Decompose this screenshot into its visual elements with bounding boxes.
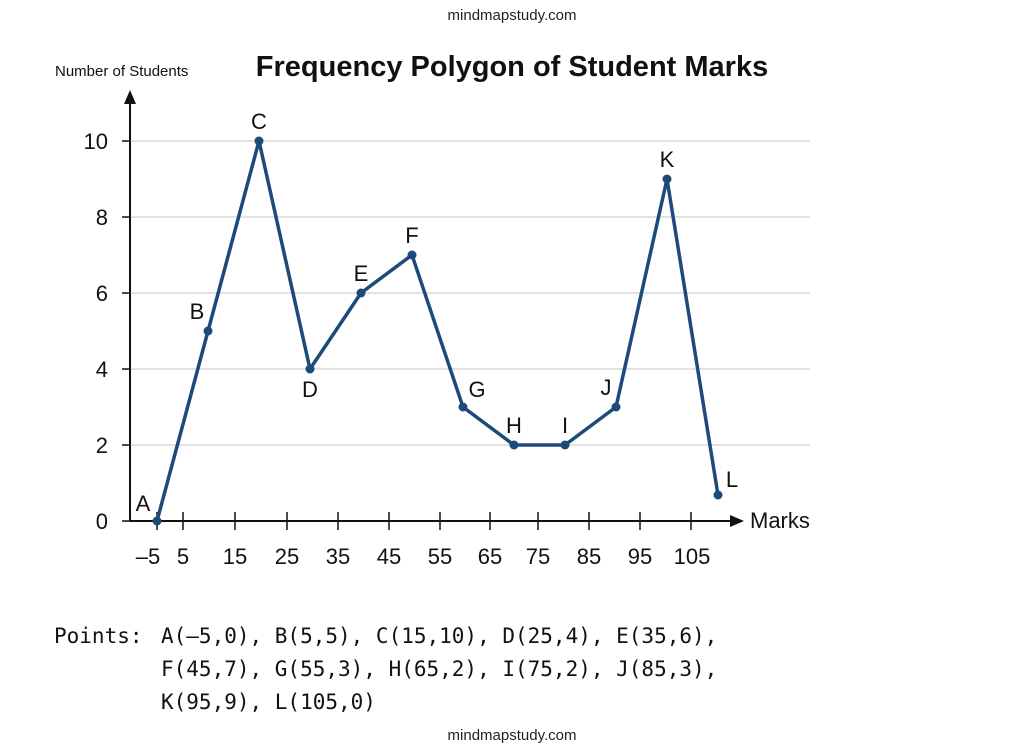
- grid-lines: [130, 140, 810, 446]
- points-caption-row: F(45,7), G(55,3), H(65,2), I(75,2), J(85…: [54, 653, 717, 686]
- x-tick-label: –5: [136, 544, 160, 569]
- points-caption-line: A(–5,0), B(5,5), C(15,10), D(25,4), E(35…: [161, 624, 718, 648]
- points-caption-row: K(95,9), L(105,0): [54, 686, 717, 719]
- watermark-top: mindmapstudy.com: [447, 7, 577, 24]
- x-tick-label: 5: [177, 544, 189, 569]
- y-axis-label: Number of Students: [55, 63, 188, 80]
- x-tick-label: 95: [628, 544, 652, 569]
- point-label-l: L: [726, 467, 738, 492]
- point-label-d: D: [302, 377, 318, 402]
- data-point-b: [203, 326, 213, 336]
- chart-title: Frequency Polygon of Student Marks: [256, 51, 768, 83]
- points-caption-row: Points: A(–5,0), B(5,5), C(15,10), D(25,4…: [54, 620, 717, 653]
- data-point-g: [458, 402, 468, 412]
- x-tick-label: 45: [377, 544, 401, 569]
- point-label-k: K: [660, 147, 675, 172]
- data-point-e: [356, 288, 366, 298]
- data-point-f: [407, 250, 417, 260]
- x-tick-label: 75: [526, 544, 550, 569]
- point-label-c: C: [251, 109, 267, 134]
- x-tick-label: 65: [478, 544, 502, 569]
- y-tick-label: 0: [96, 509, 108, 534]
- point-label-g: G: [468, 377, 485, 402]
- y-axis-arrow: [124, 90, 136, 104]
- data-series: [152, 136, 723, 526]
- watermark-bottom: mindmapstudy.com: [447, 727, 577, 744]
- y-tick-label: 2: [96, 433, 108, 458]
- point-label-j: J: [601, 375, 612, 400]
- x-axis-arrow: [730, 515, 744, 527]
- points-caption: Points: A(–5,0), B(5,5), C(15,10), D(25,4…: [54, 620, 717, 719]
- x-axis-label: Marks: [750, 508, 810, 533]
- points-caption-label: Points:: [54, 624, 143, 648]
- points-caption-line: K(95,9), L(105,0): [161, 690, 376, 714]
- x-tick-label: 85: [577, 544, 601, 569]
- x-tick-label: 25: [275, 544, 299, 569]
- x-tick-label: 55: [428, 544, 452, 569]
- point-label-a: A: [136, 491, 151, 516]
- series-line: [155, 139, 720, 523]
- data-point-h: [509, 440, 519, 450]
- point-label-b: B: [190, 299, 205, 324]
- x-tick-label: 15: [223, 544, 247, 569]
- data-point-j: [611, 402, 621, 412]
- point-label-h: H: [506, 413, 522, 438]
- data-point-c: [254, 136, 264, 146]
- y-tick-label: 10: [84, 129, 108, 154]
- data-point-d: [305, 364, 315, 374]
- data-point-k: [662, 174, 672, 184]
- data-point-i: [560, 440, 570, 450]
- data-point-l: [713, 490, 723, 500]
- axis-ticks: 0 2 4 6 8 10 –5 5 15 25 35 45 55 65 75 85 95 105: [84, 129, 711, 569]
- y-tick-label: 4: [96, 357, 108, 382]
- point-label-e: E: [354, 261, 369, 286]
- point-labels: A B C D E F GH I J K L: [136, 109, 738, 516]
- point-label-i: I: [562, 413, 568, 438]
- point-label-f: F: [405, 223, 418, 248]
- points-caption-line: F(45,7), G(55,3), H(65,2), I(75,2), J(85…: [161, 657, 718, 681]
- axes: [124, 90, 744, 527]
- y-tick-label: 8: [96, 205, 108, 230]
- x-tick-label: 105: [674, 544, 711, 569]
- y-tick-label: 6: [96, 281, 108, 306]
- x-tick-label: 35: [326, 544, 350, 569]
- data-point-a: [152, 516, 162, 526]
